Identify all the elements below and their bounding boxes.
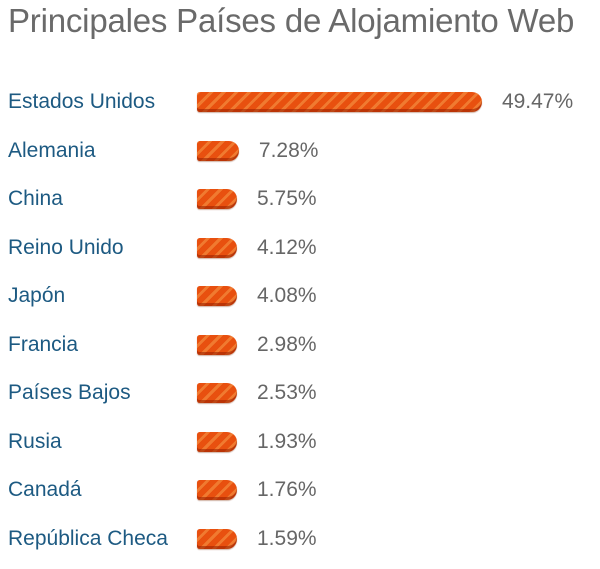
value-label: 2.98% [257,332,317,356]
bar-row: Canadá 1.76% [0,475,600,505]
bar [197,431,237,452]
bar-row: Reino Unido 4.12% [0,233,600,263]
bar [197,189,237,209]
bar-row: Países Bajos 2.53% [0,378,600,408]
bar [197,480,237,500]
bar-row: Japón 4.08% [0,281,600,311]
bar-row: China 5.75% [0,184,600,214]
category-label: Francia [8,332,79,356]
value-label: 49.47% [501,90,574,113]
category-label: China [8,187,63,210]
bar [197,92,482,112]
bar [197,237,237,258]
bar-row: Estados Unidos 49.47% [0,87,600,117]
value-label: 4.08% [257,284,317,307]
value-label: 4.12% [257,235,317,259]
value-label: 1.76% [257,478,317,501]
category-label: Japón [8,284,66,307]
category-label: Canadá [8,478,82,501]
category-label: Alemania [8,138,96,162]
category-label: Reino Unido [8,235,124,259]
chart-title: Principales Países de Alojamiento Web [8,2,575,39]
category-label: Rusia [8,429,62,453]
bar [197,383,237,403]
value-label: 7.28% [258,138,319,162]
bar [197,528,237,549]
bar-row: Francia 2.98% [0,330,600,360]
bar-row: Alemania 7.28% [0,136,600,166]
category-label: República Checa [8,526,168,550]
value-label: 1.93% [257,429,317,453]
bar-row: Rusia 1.93% [0,427,600,457]
category-label: Países Bajos [8,381,131,404]
bar-row: República Checa 1.59% [0,524,600,554]
value-label: 1.59% [257,526,317,550]
bar [197,334,237,355]
bar [197,286,237,306]
bar [197,140,239,161]
value-label: 5.75% [257,187,317,210]
category-label: Estados Unidos [8,90,156,113]
value-label: 2.53% [257,381,317,404]
